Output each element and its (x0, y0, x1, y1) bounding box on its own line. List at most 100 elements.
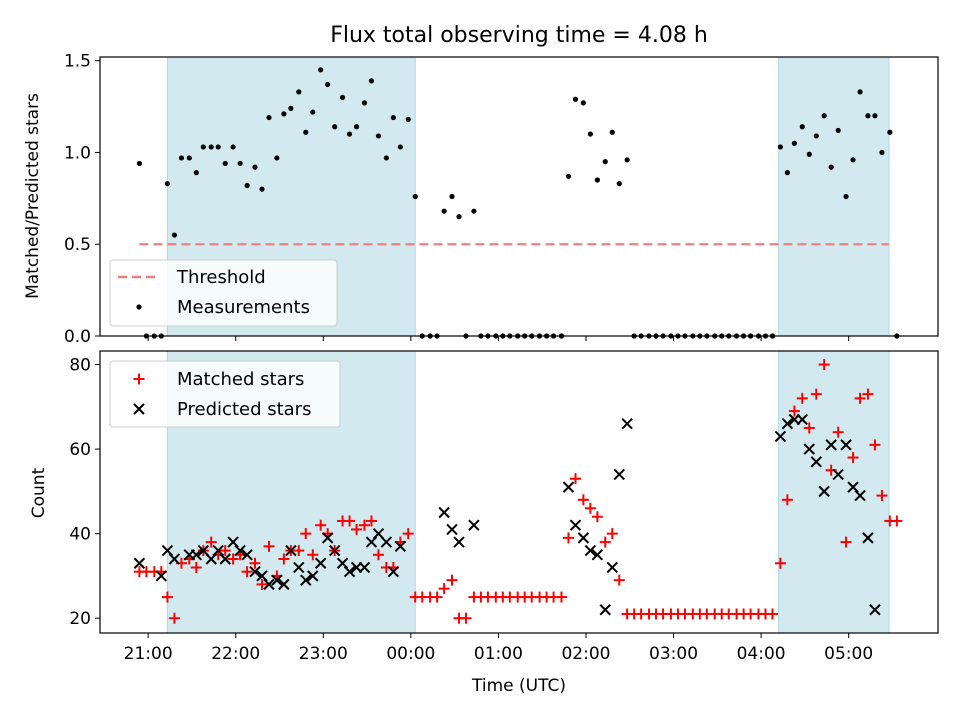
measurement-point (580, 100, 586, 106)
predicted-point (847, 481, 859, 493)
matched-point (862, 388, 874, 400)
measurement-point (353, 124, 360, 130)
matched-point (241, 566, 253, 578)
matched-point (788, 405, 800, 417)
measurement-point (887, 129, 893, 135)
measurement-point (850, 157, 856, 163)
measurement-point (383, 155, 389, 161)
x-tick-label: 23:00 (299, 644, 348, 664)
predicted-point (818, 485, 830, 498)
measurement-point (594, 177, 600, 183)
measurement-point (828, 164, 834, 170)
measurement-point (791, 140, 797, 146)
matched-point (774, 557, 786, 569)
measurement-point (186, 155, 192, 161)
predicted-point (271, 574, 283, 586)
predicted-point (803, 443, 815, 455)
measurement-point (813, 133, 819, 139)
y-tick-label: 20 (69, 609, 91, 629)
predicted-point (468, 519, 480, 531)
predicted-point (453, 536, 465, 548)
counts-y-ticks: 20 40 60 80 (69, 356, 100, 629)
ratio-legend: Threshold Measurements (109, 259, 338, 327)
measurement-point (178, 155, 185, 161)
predicted-point (796, 413, 808, 426)
predicted-point (205, 553, 217, 565)
matched-point (796, 392, 808, 404)
measurement-point (572, 96, 579, 102)
measurement-point (310, 109, 316, 115)
matched-point (767, 608, 779, 620)
predicted-point (328, 544, 341, 557)
chart-title: Flux total observing time = 4.08 h (330, 23, 708, 48)
matched-point (431, 591, 443, 603)
matched-point (365, 515, 377, 527)
predicted-point (774, 430, 787, 443)
measurement-point (222, 160, 228, 167)
measurement-point (244, 182, 250, 189)
matched-point (278, 553, 290, 565)
matched-point (344, 515, 356, 527)
x-tick-label: 01:00 (474, 644, 523, 664)
measurement-point (237, 160, 243, 167)
predicted-point (380, 536, 393, 548)
matched-point (219, 545, 231, 557)
matched-legend-swatch (133, 373, 145, 385)
matched-point (446, 574, 458, 586)
measurement-point (368, 78, 375, 84)
y-tick-label: 0.0 (64, 327, 91, 347)
matched-point (562, 532, 574, 544)
predicted-point (446, 523, 458, 536)
measurement-points (136, 67, 900, 339)
predicted-point (249, 565, 261, 578)
x-tick-label: 04:00 (737, 644, 786, 664)
matched-point (584, 502, 596, 514)
predicted-legend-label: Predicted stars (177, 399, 311, 420)
measurement-point (208, 144, 214, 150)
predicted-point (285, 544, 297, 557)
predicted-point (168, 553, 181, 565)
matched-point (300, 528, 312, 540)
measurement-point (288, 105, 294, 111)
predicted-point (613, 468, 625, 481)
matched-point (372, 549, 384, 561)
measurement-point (565, 173, 572, 179)
measurement-point (332, 124, 338, 130)
predicted-point (336, 557, 349, 569)
matched-point (840, 536, 852, 548)
matched-point (818, 359, 830, 371)
matched-point (263, 540, 275, 552)
counts-legend: Matched stars Predicted stars (109, 360, 341, 428)
y-tick-label: 1.0 (64, 143, 91, 163)
matched-legend-marker (133, 373, 145, 385)
measurement-point (296, 89, 302, 95)
measurement-point (784, 170, 790, 176)
matched-point (810, 388, 822, 400)
counts-y-axis-label: Count (29, 467, 49, 518)
shaded-interval-1 (778, 56, 890, 337)
measurement-point (390, 114, 396, 121)
matched-point (351, 523, 363, 535)
predicted-point (212, 544, 224, 557)
measurement-point (865, 113, 871, 119)
predicted-point (278, 578, 290, 591)
measurement-point (259, 186, 265, 192)
matched-legend-label: Matched stars (177, 369, 304, 390)
counts-panel: 21:00 22:00 23:00 00:00 01:00 02:00 03:00 04:00… (29, 350, 939, 696)
predicted-point (591, 549, 604, 561)
counts-legend-box (109, 360, 341, 428)
threshold-legend-label: Threshold (176, 267, 266, 288)
measurement-point (361, 100, 368, 106)
y-tick-label: 60 (69, 440, 91, 460)
matched-point (854, 392, 866, 404)
predicted-point (293, 561, 305, 574)
predicted-point (343, 565, 356, 578)
predicted-point (825, 439, 837, 451)
matched-point (869, 439, 881, 451)
x-tick-label: 22:00 (211, 644, 260, 664)
matched-point (249, 557, 261, 569)
predicted-point (562, 481, 575, 493)
measurement-point (843, 193, 849, 200)
matched-point (402, 528, 414, 540)
